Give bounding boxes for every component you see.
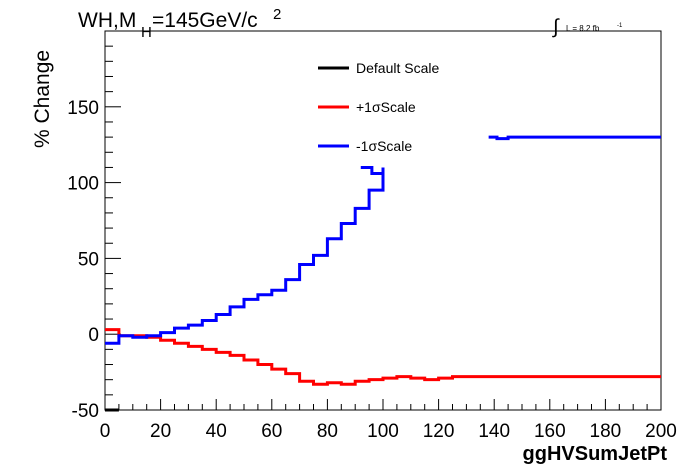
chart-title-main: WH,M	[78, 9, 136, 32]
series-line-2	[360, 165, 383, 176]
x-tick-label: 40	[206, 421, 227, 442]
integral-sign: ∫	[552, 16, 560, 38]
legend: Default Scale +1σScale -1σScale	[318, 60, 439, 154]
x-tick-label: 60	[261, 421, 282, 442]
series-line-2	[488, 135, 661, 141]
series-line-1	[105, 328, 661, 386]
y-tick-label: -50	[72, 401, 99, 422]
y-tick-label: 150	[67, 98, 99, 119]
x-axis-label: ggHVSumJetPt	[523, 443, 668, 465]
chart-title-subscript: H	[141, 24, 152, 41]
x-tick-label: 0	[100, 421, 111, 442]
plot-frame	[104, 30, 662, 411]
x-tick-label: 160	[534, 421, 566, 442]
x-tick-label: 80	[317, 421, 338, 442]
chart-title-superscript: 2	[273, 6, 281, 23]
y-tick-label: 0	[88, 325, 99, 346]
series-line-2	[105, 167, 385, 345]
x-tick-label: 180	[590, 421, 622, 442]
y-tick-label: 100	[67, 174, 99, 195]
x-tick-label: 100	[367, 421, 399, 442]
luminosity-label: L = 8.2 fb	[566, 24, 600, 33]
x-tick-label: 200	[645, 421, 677, 442]
legend-label: +1σScale	[356, 99, 416, 115]
luminosity-superscript: -1	[617, 23, 623, 29]
chart-title-tail: =145GeV/c	[152, 9, 258, 32]
legend-label: -1σScale	[356, 138, 412, 154]
y-axis-label: % Change	[31, 50, 54, 148]
legend-label: Default Scale	[356, 60, 439, 76]
y-tick-label: 50	[78, 249, 99, 270]
x-tick-label: 140	[478, 421, 510, 442]
x-tick-label: 120	[423, 421, 455, 442]
x-tick-label: 20	[150, 421, 171, 442]
